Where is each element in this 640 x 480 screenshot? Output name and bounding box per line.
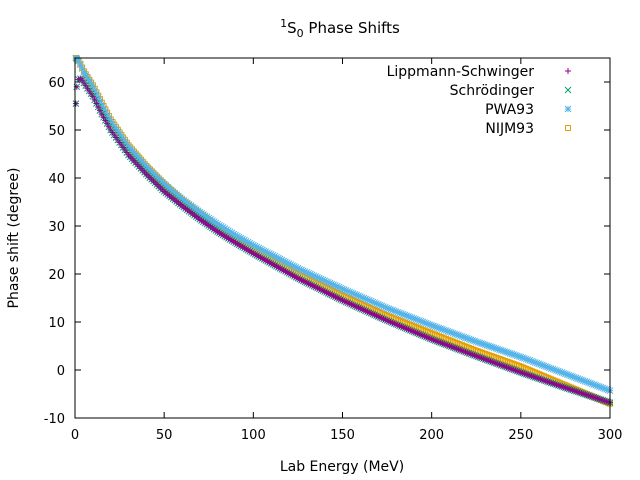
- chart-title: 1S0 Phase Shifts: [280, 17, 400, 40]
- chart-title-main: S: [287, 19, 297, 37]
- data-point: [512, 361, 519, 368]
- legend-label-0: Lippmann-Schwinger: [387, 64, 535, 80]
- series-lippmann-schwinger: [72, 75, 613, 406]
- legend: Lippmann-Schwinger Schrödinger PWA93 NIJM93: [387, 64, 572, 137]
- chart-title-sup: 1: [280, 17, 287, 30]
- y-tick-label-6: 50: [48, 124, 65, 139]
- data-point: [141, 169, 148, 176]
- legend-label-1: Schrödinger: [450, 83, 535, 99]
- legend-marker-1: [564, 86, 572, 94]
- plot-frame: [74, 57, 611, 419]
- data-point: [105, 123, 112, 130]
- y-tick-label-5: 40: [48, 172, 65, 187]
- y-axis-label: Phase shift (degree): [6, 168, 22, 309]
- data-point: [100, 114, 107, 121]
- legend-marker-2: [564, 105, 572, 113]
- data-point: [230, 238, 237, 245]
- data-point: [177, 201, 184, 208]
- y-tick-label-1: 0: [57, 364, 65, 379]
- data-point: [426, 335, 433, 342]
- x-axis-label: Lab Energy (MeV): [280, 459, 404, 475]
- data-point: [212, 227, 219, 234]
- x-tick-label-0: 0: [71, 428, 79, 443]
- x-tick-label-3: 150: [330, 428, 355, 443]
- data-point: [88, 90, 95, 97]
- data-point: [98, 111, 105, 118]
- data-point: [195, 214, 202, 221]
- legend-marker-3: [565, 125, 571, 131]
- y-tick-label-4: 30: [48, 220, 65, 235]
- chart-title-sub: 0: [297, 27, 304, 40]
- legend-marker-0: [565, 68, 571, 74]
- axis-ticks: 0 50 100 150 200 250 300 -10 0 10 20 30 40 50 60: [44, 58, 623, 443]
- data-point: [95, 104, 102, 111]
- y-tick-label-7: 60: [48, 76, 65, 91]
- data-point: [159, 186, 166, 193]
- x-tick-label-6: 300: [598, 428, 623, 443]
- data-point: [516, 368, 523, 375]
- legend-label-3: NIJM93: [485, 121, 534, 137]
- chart-title-rest: Phase Shifts: [304, 19, 400, 37]
- legend-label-2: PWA93: [485, 102, 534, 118]
- y-tick-label-2: 10: [48, 316, 65, 331]
- data-point: [91, 96, 98, 103]
- x-tick-label-2: 100: [241, 428, 266, 443]
- x-tick-label-1: 50: [156, 428, 173, 443]
- y-tick-label-0: -10: [44, 412, 65, 427]
- series-pwa93: [72, 54, 614, 394]
- x-tick-label-4: 200: [419, 428, 444, 443]
- data-point: [471, 352, 478, 359]
- data-point: [248, 249, 255, 256]
- data-point: [123, 149, 130, 156]
- data-point: [337, 296, 344, 303]
- data-markers: [72, 54, 614, 407]
- x-tick-label-5: 250: [508, 428, 533, 443]
- data-point: [96, 107, 103, 114]
- data-point: [471, 337, 478, 345]
- data-point: [72, 100, 79, 107]
- data-point: [560, 384, 567, 391]
- data-point: [293, 274, 300, 281]
- data-point: [104, 120, 111, 127]
- data-point: [87, 80, 95, 88]
- data-point: [382, 316, 389, 323]
- data-point: [102, 117, 109, 124]
- y-tick-label-3: 20: [48, 268, 65, 283]
- data-point: [93, 100, 100, 107]
